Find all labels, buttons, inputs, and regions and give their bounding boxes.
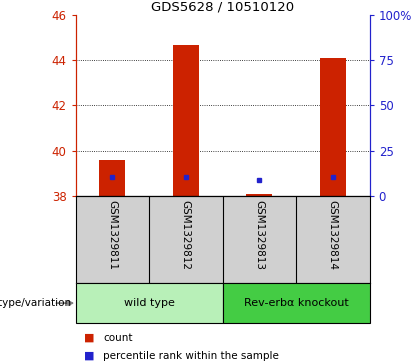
Bar <box>247 194 272 196</box>
Text: GSM1329813: GSM1329813 <box>255 200 264 270</box>
Text: wild type: wild type <box>123 298 175 308</box>
Bar <box>76 283 223 323</box>
Text: Rev-erbα knockout: Rev-erbα knockout <box>244 298 349 308</box>
Bar <box>223 283 370 323</box>
Bar <box>173 45 199 196</box>
Text: genotype/variation: genotype/variation <box>0 298 71 308</box>
Text: GSM1329812: GSM1329812 <box>181 200 191 270</box>
Text: GSM1329814: GSM1329814 <box>328 200 338 270</box>
Bar <box>320 58 346 196</box>
Text: ■: ■ <box>84 333 94 343</box>
Text: ■: ■ <box>84 351 94 361</box>
Text: percentile rank within the sample: percentile rank within the sample <box>103 351 279 361</box>
Text: count: count <box>103 333 132 343</box>
Title: GDS5628 / 10510120: GDS5628 / 10510120 <box>151 0 294 13</box>
Bar <box>100 160 125 196</box>
Text: GSM1329811: GSM1329811 <box>108 200 117 270</box>
